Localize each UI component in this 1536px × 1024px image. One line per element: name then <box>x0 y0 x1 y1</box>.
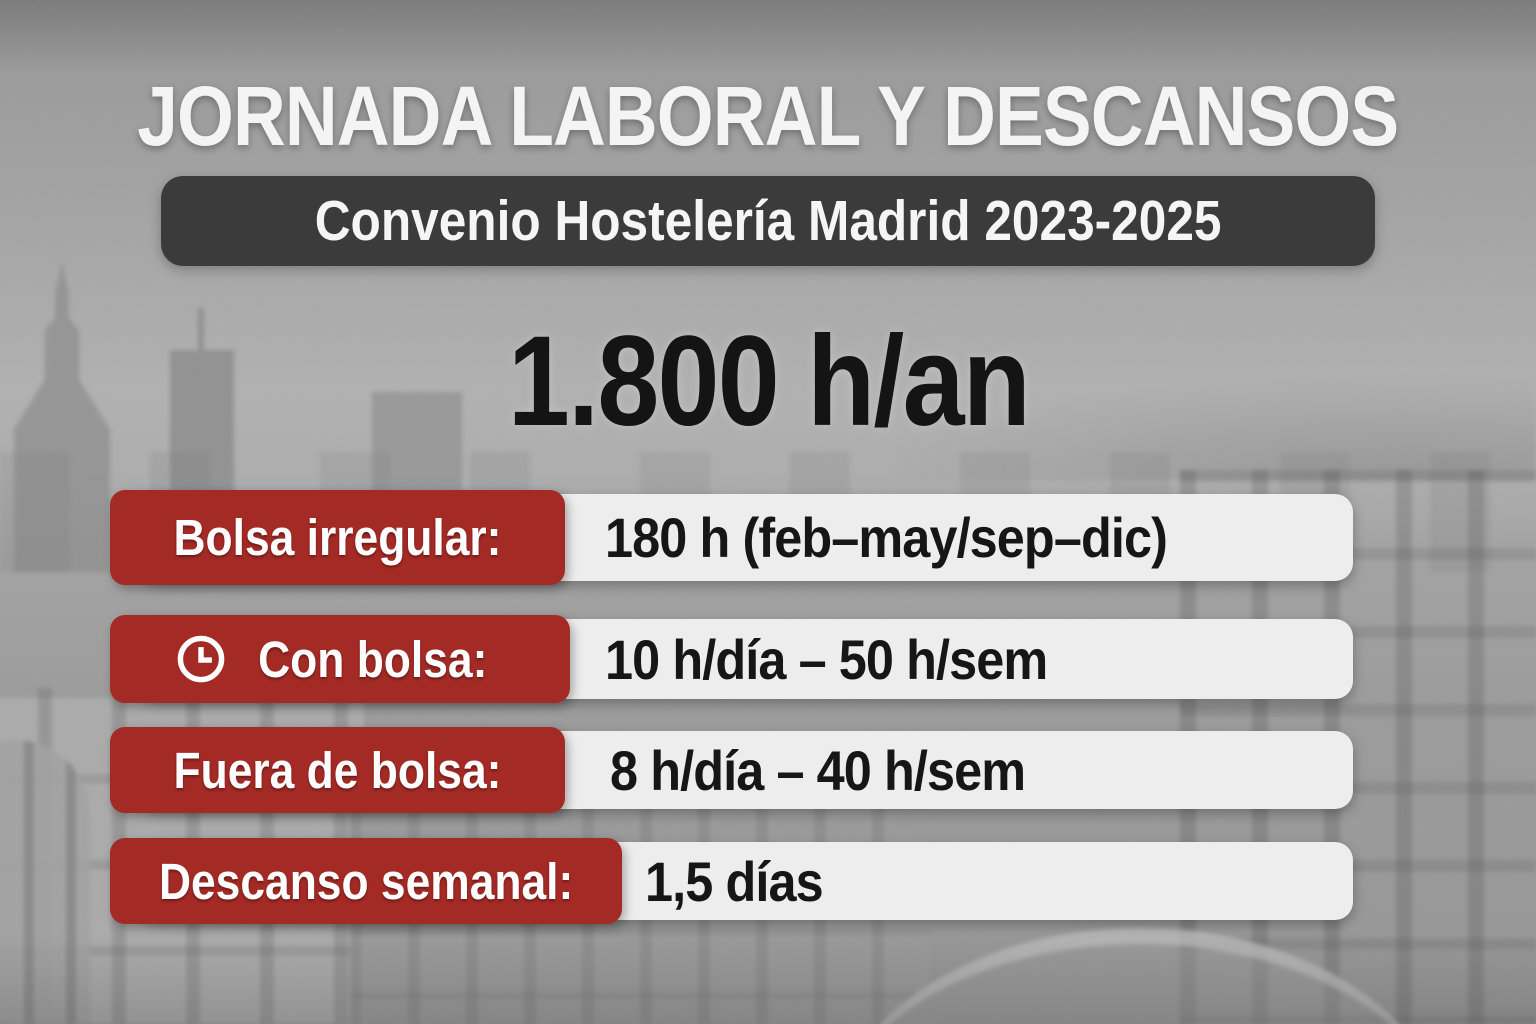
label-box: Con bolsa: <box>110 615 570 703</box>
annual-hours: 1.800 h/an <box>0 308 1536 455</box>
value-text: 10 h/día – 50 h/sem <box>605 627 1048 691</box>
subtitle-badge-text: Convenio Hostelería Madrid 2023-2025 <box>314 189 1222 253</box>
label-text: Fuera de bolsa: <box>173 741 502 799</box>
annual-hours-text: 1.800 h/an <box>507 310 1030 453</box>
label-box: Fuera de bolsa: <box>110 727 565 813</box>
label-text: Con bolsa: <box>258 630 488 688</box>
row-con-bolsa: 10 h/día – 50 h/sem Con bolsa: <box>110 615 1353 703</box>
label-text: Descanso semanal: <box>158 852 574 910</box>
row-descanso-semanal: 1,5 días Descanso semanal: <box>110 838 1353 924</box>
label-box: Descanso semanal: <box>110 838 622 924</box>
label-box: Bolsa irregular: <box>110 490 565 585</box>
page-title: JORNADA LABORAL Y DESCANSOS <box>0 68 1536 165</box>
row-bolsa-irregular: 180 h (feb–may/sep–dic) Bolsa irregular: <box>110 490 1353 585</box>
value-text: 180 h (feb–may/sep–dic) <box>605 506 1168 569</box>
row-fuera-de-bolsa: 8 h/día – 40 h/sem Fuera de bolsa: <box>110 727 1353 813</box>
value-text: 1,5 días <box>645 849 824 913</box>
background-top-shade <box>0 0 1536 70</box>
page-title-text: JORNADA LABORAL Y DESCANSOS <box>137 69 1399 163</box>
subtitle-badge: Convenio Hostelería Madrid 2023-2025 <box>161 176 1375 266</box>
value-text: 8 h/día – 40 h/sem <box>610 738 1026 802</box>
background-bottom-shade <box>0 934 1536 1024</box>
clock-icon <box>177 635 225 683</box>
label-text: Bolsa irregular: <box>173 509 502 566</box>
